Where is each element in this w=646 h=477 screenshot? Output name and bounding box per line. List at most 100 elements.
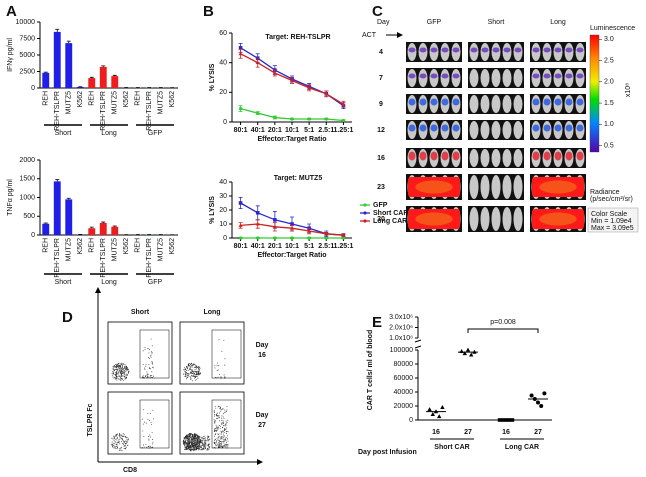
event xyxy=(196,374,198,376)
event xyxy=(214,438,216,440)
event xyxy=(150,421,152,423)
event xyxy=(112,368,114,370)
event xyxy=(187,437,189,439)
event xyxy=(203,444,204,446)
event xyxy=(198,442,200,444)
event xyxy=(194,374,196,376)
signal xyxy=(576,151,584,161)
event xyxy=(197,445,199,447)
gate xyxy=(139,399,170,449)
event xyxy=(204,447,206,449)
event xyxy=(184,441,186,443)
signal xyxy=(543,98,551,106)
event xyxy=(190,445,191,446)
x-tick-label: 2.5:1 xyxy=(318,127,334,134)
event xyxy=(199,443,201,445)
event xyxy=(192,443,194,445)
event xyxy=(225,445,227,447)
event xyxy=(125,368,127,370)
event xyxy=(186,377,188,379)
event xyxy=(123,441,125,442)
event xyxy=(208,437,209,438)
signal xyxy=(452,73,460,79)
event xyxy=(219,407,221,409)
event xyxy=(193,437,195,439)
event xyxy=(188,365,190,367)
event xyxy=(214,413,216,415)
event xyxy=(219,443,221,445)
event xyxy=(122,363,124,365)
event xyxy=(187,447,189,449)
x-tick-label: 20:1 xyxy=(268,127,282,134)
event xyxy=(120,380,122,382)
event xyxy=(203,446,205,448)
category-label: MUTZ5 xyxy=(112,238,119,261)
event xyxy=(222,413,224,415)
event xyxy=(115,366,117,368)
event xyxy=(188,443,190,445)
event xyxy=(216,414,218,416)
event xyxy=(202,443,204,445)
colorbar xyxy=(589,34,600,153)
event xyxy=(220,410,222,412)
panel-label: B xyxy=(203,3,214,20)
event xyxy=(220,376,222,378)
event xyxy=(225,428,227,430)
event xyxy=(187,433,189,435)
event xyxy=(195,437,197,439)
event xyxy=(203,439,205,441)
event xyxy=(124,448,126,450)
event xyxy=(142,364,144,365)
signal xyxy=(452,151,460,161)
event xyxy=(188,433,190,435)
event xyxy=(198,447,200,449)
event xyxy=(214,428,215,430)
event xyxy=(192,444,194,446)
event xyxy=(216,429,218,431)
event xyxy=(188,445,190,447)
x-tick-label: 40:1 xyxy=(251,127,265,134)
event xyxy=(189,436,191,438)
event xyxy=(149,349,150,351)
gate xyxy=(139,329,170,379)
event xyxy=(183,373,185,375)
event xyxy=(199,372,201,374)
event xyxy=(122,365,124,367)
event xyxy=(198,366,200,368)
event xyxy=(185,447,187,449)
event xyxy=(120,368,122,370)
scale-note: Color Scale xyxy=(591,211,627,218)
event xyxy=(118,369,120,371)
event xyxy=(222,420,224,422)
event xyxy=(151,375,153,377)
gate xyxy=(211,329,242,379)
event xyxy=(208,448,210,450)
point xyxy=(273,236,277,240)
event xyxy=(224,358,226,360)
event xyxy=(196,448,198,450)
signal xyxy=(470,47,478,53)
event xyxy=(217,362,218,364)
event xyxy=(197,373,199,374)
axis-break xyxy=(414,339,422,349)
event xyxy=(184,448,186,450)
event xyxy=(118,363,120,364)
event xyxy=(218,446,220,448)
event xyxy=(206,448,208,450)
event xyxy=(117,366,119,368)
point xyxy=(238,201,243,205)
event xyxy=(117,446,119,448)
scale-note: Min = 1.09e4 xyxy=(591,218,632,225)
event xyxy=(119,436,121,438)
y-tick-label: 40 xyxy=(219,60,227,67)
event xyxy=(147,445,149,447)
event xyxy=(199,446,201,448)
event xyxy=(208,445,210,447)
event xyxy=(219,433,221,435)
category-label: REH-TSLPR xyxy=(54,238,61,278)
point xyxy=(238,236,243,240)
signal xyxy=(539,212,577,226)
event xyxy=(216,418,218,420)
event xyxy=(195,440,197,442)
event xyxy=(124,370,126,372)
